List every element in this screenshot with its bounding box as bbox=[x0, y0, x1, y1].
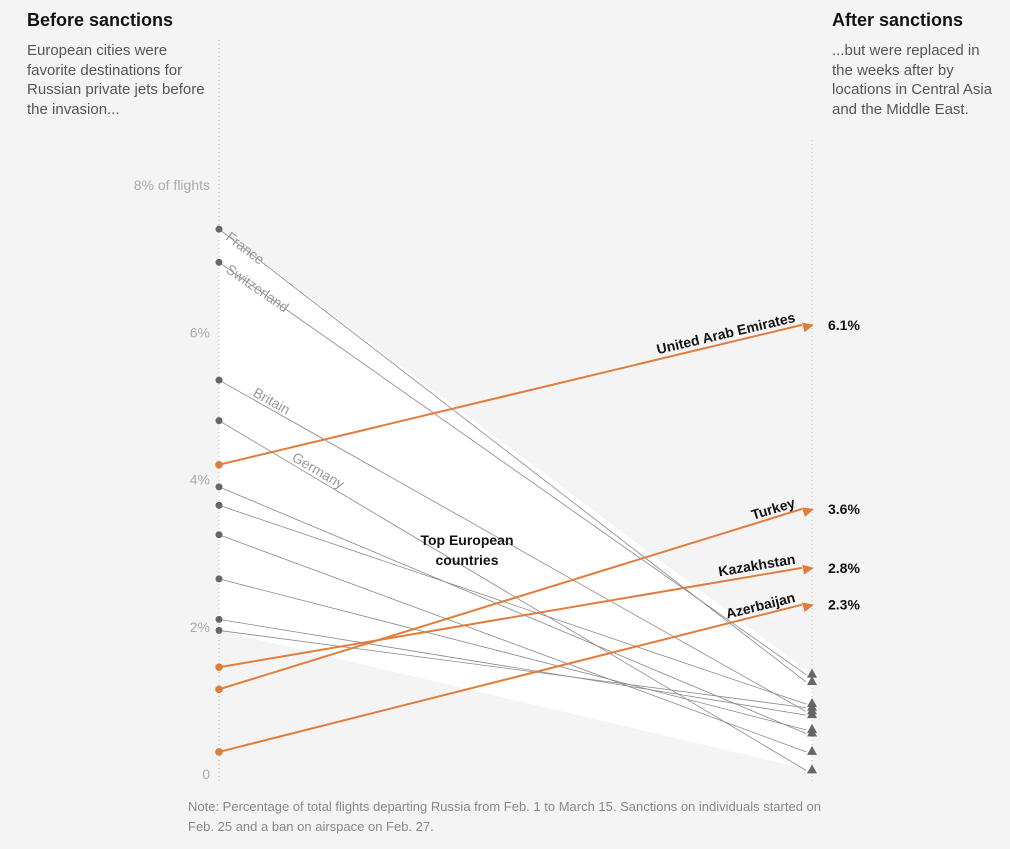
europe-start-dot bbox=[215, 225, 223, 233]
highlight-arrowhead bbox=[802, 564, 814, 575]
after-sanctions-description: ...but were replaced in the weeks after … bbox=[832, 42, 993, 118]
highlight-series-label: Azerbaijan bbox=[724, 589, 797, 622]
europe-line bbox=[218, 379, 807, 712]
highlight-lines-layer bbox=[215, 322, 814, 756]
highlight-start-dot bbox=[215, 685, 223, 694]
highlight-line bbox=[218, 323, 803, 466]
chart-note: Note: Percentage of total flights depart… bbox=[188, 799, 822, 834]
europe-end-marker bbox=[807, 675, 817, 685]
highlight-line bbox=[218, 507, 803, 691]
europe-start-dot bbox=[215, 575, 223, 583]
europe-line bbox=[218, 618, 807, 716]
highlight-arrowhead bbox=[802, 602, 814, 613]
europe-line bbox=[218, 420, 807, 771]
highlight-series-label: United Arab Emirates bbox=[655, 309, 797, 357]
highlight-arrowhead bbox=[802, 322, 814, 333]
europe-start-dot bbox=[215, 626, 223, 634]
europe-end-marker bbox=[807, 701, 817, 711]
europe-line bbox=[218, 630, 807, 709]
highlight-start-dot bbox=[215, 748, 223, 756]
after-sanctions-title: After sanctions bbox=[832, 10, 964, 30]
y-tick-label: 8% of flights bbox=[134, 177, 210, 193]
y-tick-label: 6% bbox=[190, 324, 210, 340]
y-tick-label: 2% bbox=[190, 619, 210, 635]
europe-start-dot bbox=[215, 501, 223, 509]
highlight-line bbox=[218, 566, 803, 669]
highlight-line bbox=[218, 603, 803, 753]
europe-start-dot bbox=[215, 258, 223, 266]
europe-lines-layer bbox=[215, 225, 817, 774]
europe-end-marker bbox=[807, 723, 817, 733]
europe-start-dot bbox=[215, 531, 223, 539]
europe-line bbox=[218, 261, 807, 675]
europe-start-dot bbox=[215, 483, 223, 491]
highlight-value-label: 3.6% bbox=[828, 501, 860, 517]
top-european-annotation: Top European bbox=[420, 532, 513, 548]
europe-line bbox=[218, 228, 807, 683]
y-tick-label: 4% bbox=[190, 472, 210, 488]
europe-shaded-area bbox=[219, 229, 812, 771]
before-sanctions-title: Before sanctions bbox=[27, 10, 174, 30]
europe-line bbox=[218, 534, 807, 753]
y-tick-layer: 0 2% 4% 6% 8% of flights bbox=[134, 177, 210, 782]
europe-end-marker bbox=[807, 668, 817, 678]
europe-start-dot bbox=[215, 376, 223, 384]
highlight-value-label: 2.8% bbox=[828, 560, 860, 576]
europe-end-marker bbox=[807, 709, 817, 719]
europe-line bbox=[218, 504, 807, 705]
before-sanctions-description: European cities were favorite destinatio… bbox=[27, 42, 205, 118]
europe-end-marker bbox=[807, 745, 817, 755]
europe-area-layer bbox=[219, 229, 812, 771]
y-tick-label: 0 bbox=[202, 766, 210, 782]
europe-line bbox=[218, 486, 807, 734]
europe-start-dot bbox=[215, 417, 223, 425]
top-european-annotation: countries bbox=[435, 552, 498, 568]
europe-line bbox=[218, 578, 807, 731]
europe-start-dot bbox=[215, 615, 223, 623]
highlight-start-dot bbox=[215, 663, 223, 672]
highlight-start-dot bbox=[215, 460, 223, 469]
highlight-value-label: 2.3% bbox=[828, 597, 860, 613]
europe-end-marker bbox=[807, 764, 817, 774]
highlight-value-label: 6.1% bbox=[828, 317, 860, 333]
highlight-arrowhead bbox=[802, 507, 814, 517]
